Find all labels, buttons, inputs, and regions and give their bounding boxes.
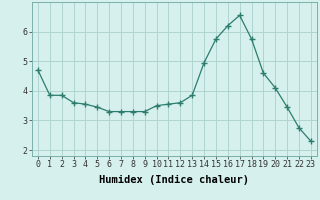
X-axis label: Humidex (Indice chaleur): Humidex (Indice chaleur) <box>100 175 249 185</box>
